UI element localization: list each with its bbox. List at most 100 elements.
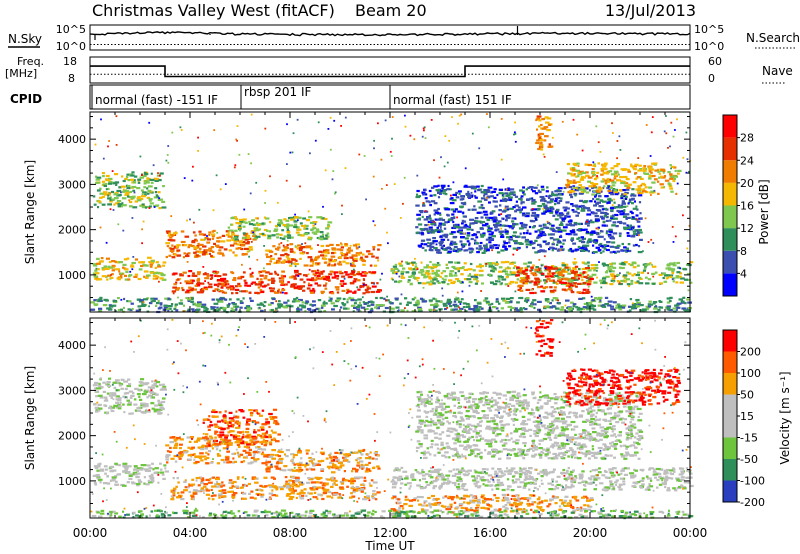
power-cell-5-85: [286, 226, 290, 229]
power-cell-6-87: [588, 275, 593, 278]
velocity-cell-0-51: [138, 384, 143, 387]
power-cell-6-399: [605, 275, 610, 278]
power-cell-3-238: [325, 276, 330, 279]
power-cell-9-234: [569, 189, 574, 193]
power-noise-36: [258, 306, 261, 309]
power-cell-0-150: [110, 190, 115, 194]
power-cell-8-1004: [479, 247, 483, 250]
power-cell-6-275: [442, 270, 446, 273]
power-cell-8-503: [423, 243, 428, 246]
power-cell-8-289: [447, 219, 452, 222]
power-cell-8-933: [444, 193, 448, 196]
power-cell-8-466: [494, 217, 498, 220]
power-cell-6-222: [572, 268, 577, 271]
power-cell-4-118: [303, 264, 309, 267]
power-cell-6-279: [600, 282, 603, 285]
power-cell-3-115: [339, 272, 344, 275]
power-cell-11-553: [604, 303, 609, 306]
velocity-cell-0-158: [99, 377, 102, 380]
power-cell-8-78: [450, 197, 454, 200]
power-cell-0-97: [155, 194, 158, 197]
power-noise-78: [372, 220, 375, 223]
power-cell-8-782: [462, 243, 467, 246]
velocity-cell-3-55: [325, 478, 328, 481]
power-tick-label-4000: 4000: [58, 133, 86, 146]
power-cell-5-76: [313, 232, 318, 235]
power-cell-9-30: [600, 180, 605, 183]
power-cell-1-49: [149, 265, 153, 268]
power-cell-6-340: [616, 273, 620, 276]
power-cbar-band-1: [723, 250, 737, 274]
velocity-cell-3-130: [334, 479, 338, 482]
power-cell-3-47: [307, 284, 313, 287]
power-cell-6-472: [509, 270, 512, 273]
freq-label-line1: Freq.: [17, 55, 44, 68]
power-cell-8-546: [523, 193, 526, 196]
power-cell-5-2: [235, 222, 241, 225]
power-cell-9-69: [591, 183, 596, 186]
power-noise-328: [108, 140, 110, 142]
velocity-cell-3-83: [339, 480, 345, 484]
velocity-cell-0-84: [139, 398, 143, 401]
power-cell-8-632: [621, 194, 627, 198]
velocity-cell-1-3: [96, 476, 101, 479]
power-noise-181: [189, 291, 192, 293]
power-cell-8-609: [532, 190, 536, 193]
power-cell-0-120: [137, 178, 142, 181]
power-noise-115: [183, 310, 185, 313]
power-cell-6-356: [412, 276, 417, 279]
power-cell-8-1062: [439, 241, 444, 244]
power-cell-6-189: [557, 267, 562, 270]
power-cell-2-71: [240, 247, 244, 251]
power-cell-3-219: [218, 283, 222, 286]
power-cell-8-839: [562, 219, 566, 223]
velocity-cell-3-99: [239, 486, 243, 489]
power-cell-2-123: [198, 233, 204, 236]
power-cell-4-144: [343, 253, 349, 256]
power-cell-8-241: [499, 204, 502, 207]
power-cell-11-128: [299, 304, 304, 307]
power-cell-8-991: [558, 223, 564, 226]
power-cell-4-58: [355, 243, 360, 246]
power-cell-8-658: [606, 201, 611, 204]
velocity-cell-1-108: [134, 473, 139, 476]
power-noise-130: [652, 242, 655, 244]
velocity-cell-0-27: [138, 389, 142, 392]
power-cell-11-576: [150, 300, 153, 303]
velocity-cell-2-152: [252, 451, 258, 454]
power-cell-11-119: [230, 307, 234, 310]
power-cell-11-187: [518, 308, 523, 311]
power-cell-9-93: [673, 177, 677, 181]
power-noise-245: [543, 156, 546, 158]
power-cell-3-81: [300, 285, 305, 288]
power-cell-10-31: [538, 125, 541, 128]
power-cell-8-907: [623, 227, 628, 231]
velocity-cell-0-145: [94, 390, 99, 393]
power-cell-8-649: [483, 193, 488, 196]
power-cell-5-57: [288, 224, 294, 227]
power-cell-6-93: [504, 270, 508, 273]
velocity-cell-1-49: [151, 462, 154, 465]
power-noise-186: [446, 161, 449, 164]
velocity-cell-3-52: [322, 488, 327, 491]
power-cell-8-388: [463, 249, 466, 252]
power-cell-11-548: [234, 305, 240, 308]
velocity-cell-1-9: [114, 475, 118, 478]
power-cell-8-884: [574, 248, 580, 251]
power-cell-3-202: [203, 286, 208, 289]
power-noise-117: [296, 219, 299, 222]
power-cell-7-119: [538, 267, 541, 270]
power-cell-8-353: [511, 220, 515, 223]
power-noise-339: [289, 151, 292, 154]
power-cell-8-705: [471, 185, 474, 188]
power-cell-11-456: [339, 306, 343, 309]
power-cell-11-197: [618, 305, 623, 308]
power-cell-6-357: [440, 272, 444, 275]
power-cell-2-13: [204, 236, 209, 239]
power-noise-50: [478, 147, 481, 150]
power-cell-6-201: [478, 263, 482, 266]
power-noise-51: [450, 194, 452, 197]
velocity-cell-2-114: [212, 441, 216, 444]
nsearch-tick-bottom: 10^0: [694, 40, 724, 53]
